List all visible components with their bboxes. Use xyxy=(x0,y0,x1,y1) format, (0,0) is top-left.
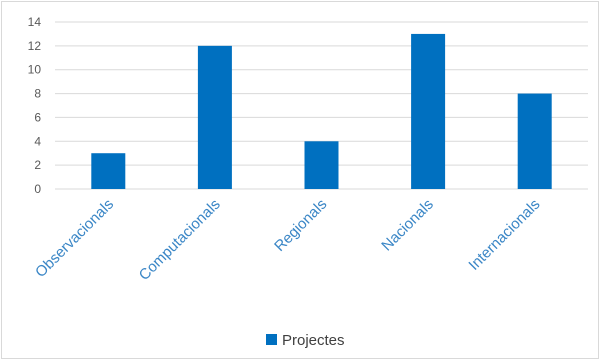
x-tick-label: Computacionals xyxy=(136,196,224,284)
bar xyxy=(197,45,232,189)
y-tick-label: 8 xyxy=(34,87,41,101)
legend-swatch xyxy=(266,334,277,345)
x-tick-label: Regionals xyxy=(271,196,330,255)
y-tick-label: 10 xyxy=(28,63,42,77)
bar xyxy=(411,33,446,189)
x-tick-label: Nacionals xyxy=(378,196,437,255)
legend-label: Projectes xyxy=(282,332,345,349)
y-tick-label: 0 xyxy=(34,182,41,196)
y-tick-label: 12 xyxy=(28,39,42,53)
x-tick-label: Internacionals xyxy=(465,196,543,274)
legend: Projectes xyxy=(266,332,345,349)
bar xyxy=(517,93,552,189)
y-tick-label: 4 xyxy=(34,134,41,148)
y-tick-label: 14 xyxy=(28,15,42,29)
x-tick-label: Observacionals xyxy=(32,196,117,281)
bar xyxy=(304,141,339,189)
y-tick-label: 6 xyxy=(34,110,41,124)
bar xyxy=(91,153,126,189)
y-tick-label: 2 xyxy=(34,158,41,172)
